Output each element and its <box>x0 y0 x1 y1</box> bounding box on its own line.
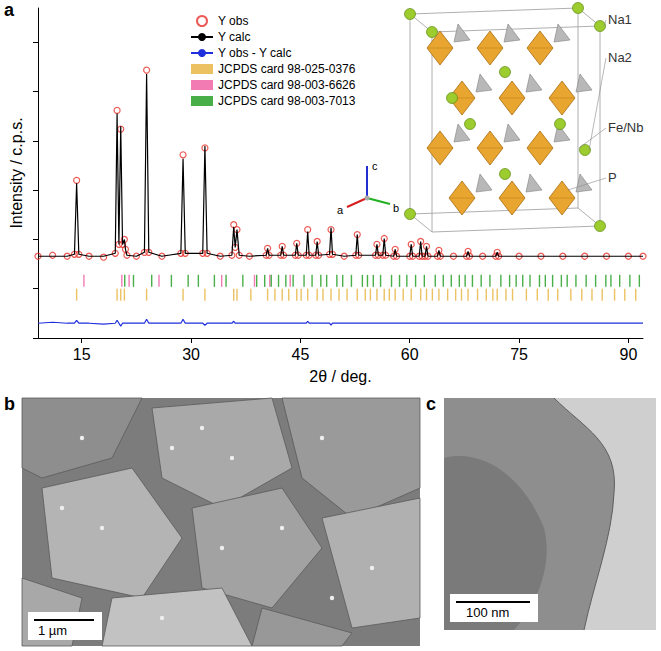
svg-text:1 µm: 1 µm <box>38 623 67 638</box>
svg-text:Y obs - Y calc: Y obs - Y calc <box>218 46 291 60</box>
svg-text:c: c <box>426 394 436 414</box>
svg-text:30: 30 <box>182 346 200 363</box>
svg-text:JCPDS card 98-025-0376: JCPDS card 98-025-0376 <box>218 62 356 76</box>
svg-text:JCPDS card 98-003-7013: JCPDS card 98-003-7013 <box>218 94 356 108</box>
svg-text:JCPDS card 98-003-6626: JCPDS card 98-003-6626 <box>218 78 356 92</box>
svg-text:45: 45 <box>292 346 310 363</box>
svg-text:c: c <box>372 160 378 172</box>
svg-text:Na2: Na2 <box>608 50 632 65</box>
svg-text:b: b <box>4 394 15 414</box>
svg-text:a: a <box>337 204 344 216</box>
svg-text:60: 60 <box>401 346 419 363</box>
svg-text:2θ / deg.: 2θ / deg. <box>309 368 371 385</box>
svg-text:Intensity / c.p.s.: Intensity / c.p.s. <box>8 117 25 228</box>
svg-text:Y calc: Y calc <box>218 30 250 44</box>
svg-text:75: 75 <box>510 346 528 363</box>
svg-text:Na1: Na1 <box>608 12 632 27</box>
svg-text:b: b <box>393 202 399 214</box>
svg-text:100 nm: 100 nm <box>466 605 509 620</box>
svg-text:Fe/Nb: Fe/Nb <box>608 120 643 135</box>
svg-text:P: P <box>608 170 617 185</box>
svg-text:90: 90 <box>620 346 638 363</box>
svg-text:a: a <box>4 0 15 20</box>
svg-text:15: 15 <box>73 346 91 363</box>
svg-text:Y obs: Y obs <box>218 14 248 28</box>
